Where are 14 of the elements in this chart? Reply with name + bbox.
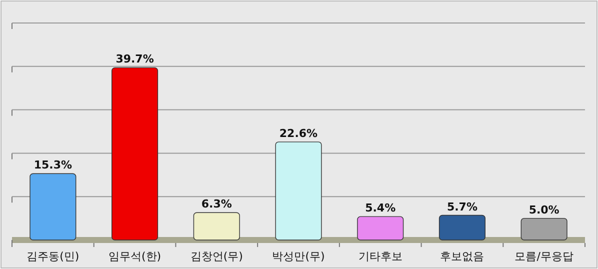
x-tick-label: 김주동(민) (26, 250, 80, 263)
data-label: 5.0% (528, 203, 560, 216)
x-tick-label: 박성만(무) (272, 250, 325, 263)
x-tick-label: 김창언(무) (190, 250, 243, 263)
x-tick-label: 모름/무응답 (514, 250, 574, 263)
data-label: 5.4% (365, 202, 396, 215)
data-label: 15.3% (34, 158, 72, 172)
data-label: 22.6% (279, 126, 318, 140)
data-label: 39.7% (116, 52, 154, 66)
x-tick-label: 후보없음 (440, 250, 484, 263)
x-tick-label: 임무석(한) (108, 250, 162, 263)
x-tick-label: 기타후보 (358, 250, 402, 263)
data-label: 5.7% (446, 200, 478, 214)
data-label: 6.3% (201, 198, 232, 211)
